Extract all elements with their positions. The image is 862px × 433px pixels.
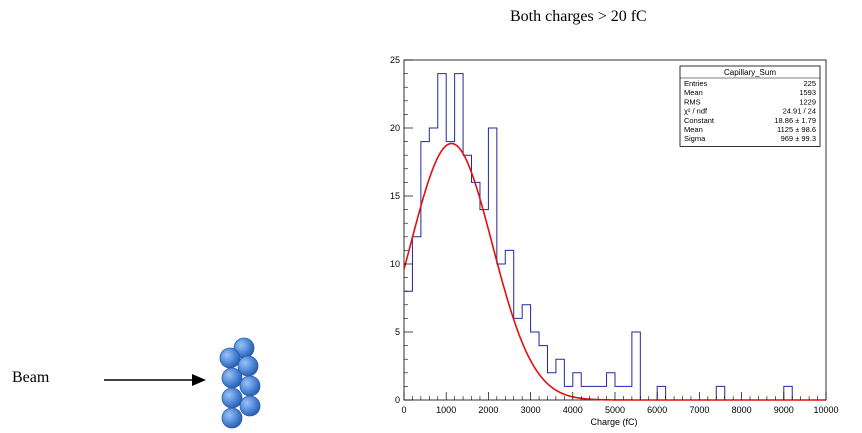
stats-row-value: 1125 ± 98.6 [777, 125, 816, 134]
x-tick-label: 1000 [436, 405, 456, 415]
x-tick-label: 0 [401, 405, 406, 415]
histogram-bin [539, 346, 547, 400]
y-tick-label: 15 [390, 191, 400, 201]
stats-row-value: 1593 [799, 88, 816, 97]
histogram-bin [505, 250, 513, 400]
capillary-sphere-icon [239, 395, 261, 417]
histogram-bin [438, 74, 446, 400]
capillary-sphere-icon [221, 407, 243, 429]
histogram-bin [472, 182, 480, 400]
x-tick-label: 7000 [689, 405, 709, 415]
histogram-bin [607, 373, 615, 400]
histogram-bin [716, 386, 724, 400]
x-tick-label: 3000 [521, 405, 541, 415]
histogram-bin [564, 386, 572, 400]
y-tick-label: 10 [390, 259, 400, 269]
x-tick-label: 4000 [563, 405, 583, 415]
stats-row-label: Mean [684, 88, 703, 97]
stats-box-title: Capillary_Sum [724, 68, 776, 77]
histogram-bin [598, 386, 606, 400]
beam-arrow-icon [104, 374, 206, 386]
histogram-plot: 0 1000 2000 3000 4000 5000 6000 7000 8000 9000 100… [390, 55, 839, 427]
stats-row-value: 969 ± 99.3 [781, 134, 816, 143]
capillary-sphere-icon [239, 375, 261, 397]
x-tick-label: 5000 [605, 405, 625, 415]
stats-row-label: Constant [684, 116, 715, 125]
y-tick-label: 0 [395, 395, 400, 405]
capillary-sphere-icon [221, 367, 243, 389]
histogram-bin [615, 386, 623, 400]
y-tick-label: 25 [390, 55, 400, 65]
stats-row-label: Entries [684, 79, 708, 88]
histogram-bin [531, 332, 539, 400]
stats-row-value: 225 [803, 79, 816, 88]
x-axis-label: Charge (fC) [590, 417, 637, 427]
beam-label: Beam [12, 369, 50, 386]
x-tick-label: 8000 [732, 405, 752, 415]
capillary-sphere-icon [221, 387, 243, 409]
stats-row-label: RMS [684, 97, 701, 106]
histogram-bin [497, 264, 505, 400]
stats-row-label: χ² / ndf [684, 107, 708, 116]
histogram-bin [463, 155, 471, 400]
stats-row-label: Mean [684, 125, 703, 134]
y-tick-label: 5 [395, 327, 400, 337]
histogram-bin [480, 210, 488, 400]
figure-title: Both charges > 20 fC [510, 8, 647, 25]
histogram-bin [455, 74, 463, 400]
histogram-bin [446, 142, 454, 400]
histogram-bin [488, 128, 496, 400]
x-tick-label: 2000 [478, 405, 498, 415]
x-tick-label: 9000 [774, 405, 794, 415]
stats-row-label: Sigma [684, 134, 706, 143]
histogram-bin [590, 386, 598, 400]
stats-box [679, 65, 821, 147]
stats-row-value: 18.86 ± 1.79 [774, 116, 816, 125]
y-tick-label: 20 [390, 123, 400, 133]
histogram-bin [573, 373, 581, 400]
x-tick-label: 6000 [647, 405, 667, 415]
histogram-bin [784, 386, 792, 400]
histogram-bin [412, 237, 420, 400]
capillary-sphere-icon [219, 347, 241, 369]
stats-row-value: 1229 [799, 97, 816, 106]
capillary-bundle-diagram [219, 337, 261, 429]
histogram-bin [632, 332, 640, 400]
x-tick-label: 10000 [813, 405, 838, 415]
histogram-bin [623, 386, 631, 400]
stats-row-value: 24.91 / 24 [783, 107, 816, 116]
histogram-bin [657, 386, 665, 400]
